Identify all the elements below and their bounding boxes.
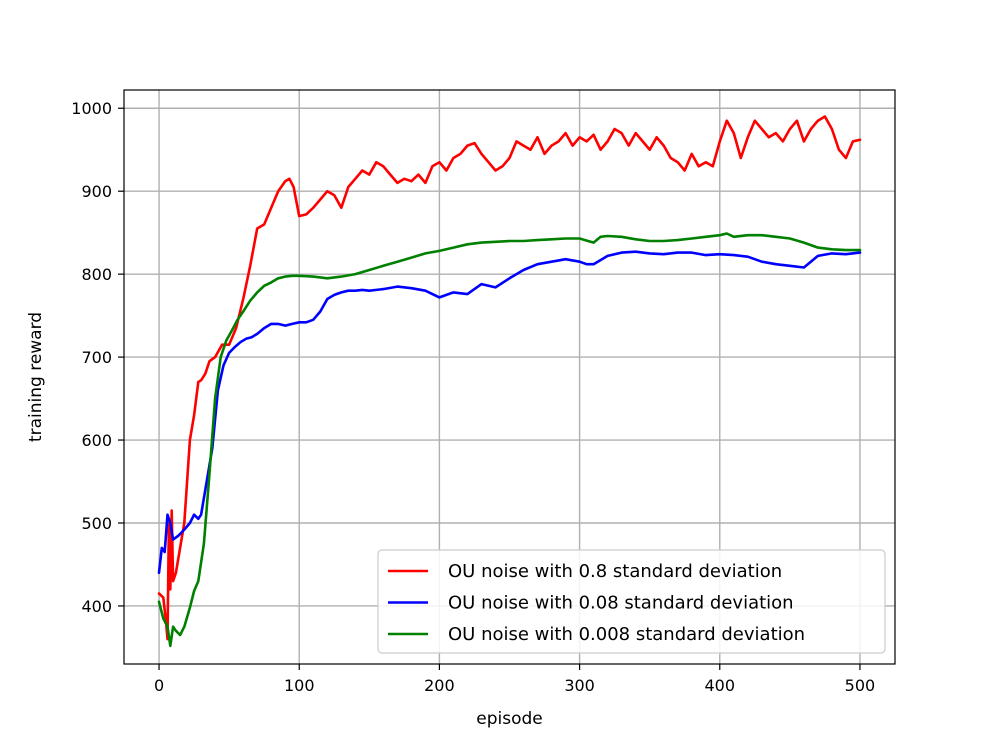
x-tick-label: 400 [704,676,735,695]
y-axis-label: training reward [26,312,46,442]
y-tick-label: 900 [81,182,112,201]
legend-label-1: OU noise with 0.08 standard deviation [448,593,794,614]
x-tick-label: 0 [154,676,164,695]
axis-ticks: 0 100 200 300 400 500 400 500 600 700 800 900 1000 [71,99,875,695]
series-line-2 [157,232,862,648]
legend-label-2: OU noise with 0.008 standard deviation [448,624,805,645]
y-tick-label: 400 [81,597,112,616]
series-line-1 [157,250,862,575]
y-tick-label: 800 [81,265,112,284]
y-tick-label: 500 [81,514,112,533]
x-tick-label: 200 [424,676,455,695]
legend-box [377,549,886,654]
x-tick-label: 500 [845,676,876,695]
y-tick-label: 1000 [71,99,112,118]
y-tick-label: 600 [81,431,112,450]
series-line-0 [157,115,862,641]
x-tick-label: 300 [564,676,595,695]
legend: OU noise with 0.8 standard deviation OU n… [377,549,886,654]
legend-label-0: OU noise with 0.8 standard deviation [448,561,782,582]
x-axis-label: episode [476,709,542,729]
plot-frame [123,89,896,665]
x-tick-label: 100 [284,676,315,695]
series-layer [157,115,862,648]
y-tick-label: 700 [81,348,112,367]
grid-lines [124,90,895,664]
